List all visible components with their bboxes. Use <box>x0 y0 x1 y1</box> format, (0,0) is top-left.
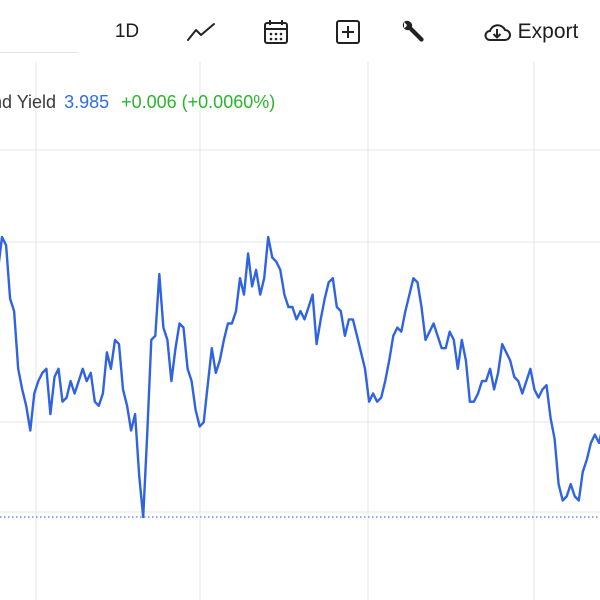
wrench-icon <box>398 18 426 46</box>
chart-area[interactable] <box>0 62 600 600</box>
interval-label: 1D <box>114 21 140 42</box>
settings-button[interactable] <box>394 14 430 50</box>
add-indicator-icon <box>335 19 361 45</box>
calendar-icon <box>262 18 290 46</box>
export-button[interactable]: Export <box>478 14 582 50</box>
export-label: Export <box>517 20 579 43</box>
instrument-name: nd Yield <box>0 91 57 112</box>
chart-toolbar: 1D <box>0 0 600 62</box>
price-chart[interactable] <box>0 62 600 600</box>
line-chart-icon <box>186 22 216 42</box>
cloud-download-icon <box>482 21 512 43</box>
chart-type-button[interactable] <box>183 14 219 50</box>
price-change: +0.006 (+0.0060%) <box>121 91 276 112</box>
toolbar-divider <box>0 52 78 53</box>
add-indicator-button[interactable] <box>330 14 366 50</box>
date-range-button[interactable] <box>258 14 294 50</box>
chart-legend: nd Yield 3.985 +0.006 (+0.0060%) <box>0 90 275 114</box>
last-value: 3.985 <box>64 91 110 112</box>
series-line <box>0 235 600 519</box>
interval-button[interactable]: 1D <box>106 14 148 50</box>
